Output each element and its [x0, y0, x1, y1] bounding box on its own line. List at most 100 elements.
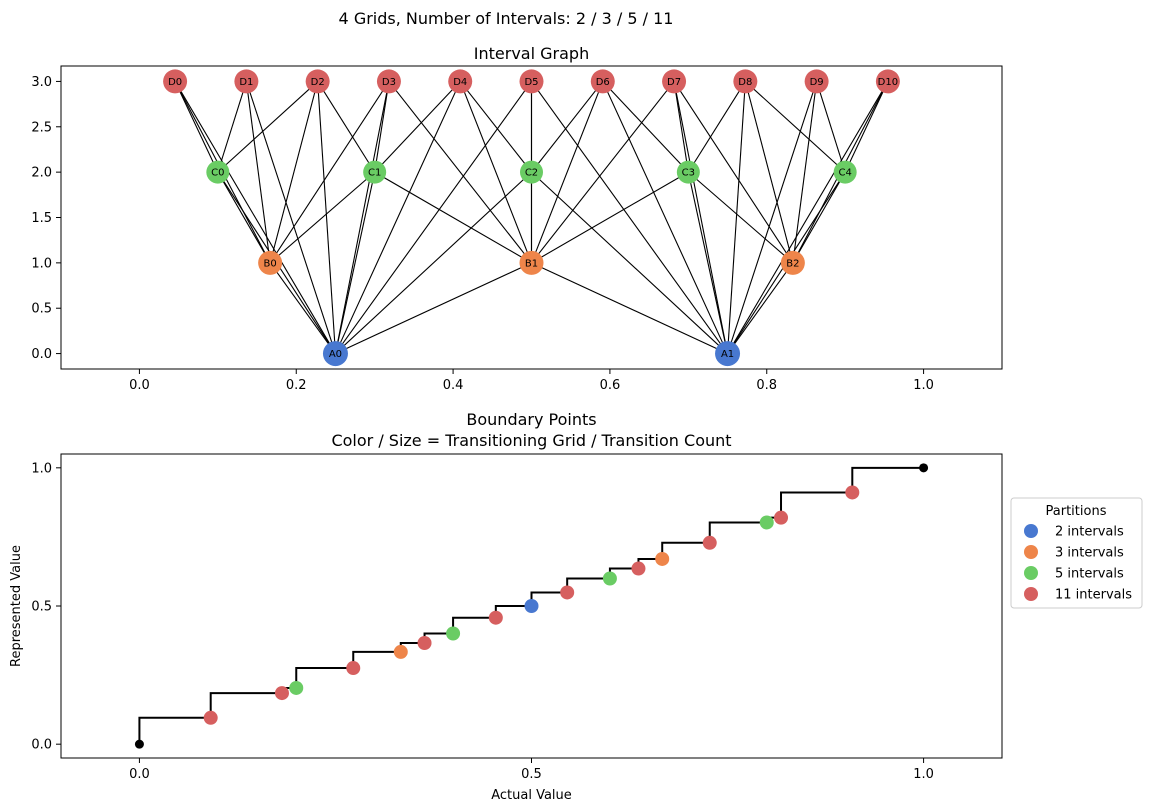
node-marker	[875, 69, 900, 94]
edge-B2-D7	[673, 81, 794, 264]
interval-graph-nodes: A0 A1 B0 B1 B2 C0 C1 C2 C3 C4 D0 D1 D2 D3 D4 D5 D6 D7 D8 D9…	[163, 69, 900, 367]
legend-label: 3 intervals	[1055, 546, 1124, 561]
edge-B1-C1	[374, 171, 532, 264]
node-label: D1	[239, 77, 253, 88]
y-tick-label: 1.5	[31, 211, 52, 226]
node-D4: D4	[448, 69, 473, 94]
node-label: B0	[264, 258, 277, 269]
node-marker	[206, 160, 230, 184]
edge-B0-D1	[245, 81, 271, 263]
node-marker	[322, 341, 348, 367]
edge-A0-D5	[335, 81, 532, 354]
boundary-point	[346, 661, 361, 676]
boundary-points-xlabel: Actual Value	[491, 788, 572, 803]
boundary-point	[702, 535, 717, 550]
y-tick-label: 1.0	[31, 256, 52, 271]
boundary-points-panel: Boundary Points Color / Size = Transitio…	[9, 410, 1143, 803]
node-label: D8	[738, 77, 752, 88]
node-D8: D8	[733, 69, 758, 94]
edge-A0-D4	[334, 81, 461, 354]
interval-graph-edges	[174, 81, 889, 355]
boundary-point	[274, 686, 289, 701]
node-label: B2	[786, 258, 799, 269]
partitions-legend: Partitions 2 intervals 3 intervals 5 inter…	[1010, 497, 1143, 609]
edge-B2-D9	[792, 81, 818, 263]
x-tick-label: 0.0	[129, 378, 150, 393]
node-label: D0	[168, 77, 182, 88]
node-label: D4	[453, 77, 467, 88]
node-label: B1	[525, 258, 538, 269]
edge-B0-D3	[269, 81, 390, 264]
boundary-point	[488, 610, 503, 625]
edge-C0-D0	[174, 81, 219, 173]
y-tick-label: 2.0	[31, 166, 52, 181]
legend-label: 5 intervals	[1055, 567, 1124, 582]
node-label: D6	[596, 77, 610, 88]
edge-B0-C0	[217, 171, 271, 264]
node-marker	[780, 250, 805, 275]
node-D7: D7	[662, 69, 687, 94]
node-D1: D1	[234, 69, 259, 94]
boundary-points-x-axis: 0.0 0.5 1.0	[129, 758, 934, 782]
edge-A0-D1	[245, 81, 336, 354]
boundary-point	[524, 599, 539, 613]
node-D9: D9	[804, 69, 829, 94]
node-marker	[363, 160, 387, 184]
edge-C4-D9	[816, 81, 846, 173]
node-C1: C1	[363, 160, 387, 184]
edge-A1-B2	[727, 262, 794, 354]
legend-frame	[1010, 497, 1143, 609]
node-marker	[376, 69, 401, 94]
edge-C2-D6	[531, 81, 604, 173]
edge-C3-D6	[602, 81, 689, 173]
edge-A1-B1	[531, 262, 728, 355]
x-tick-label: 0.2	[286, 378, 307, 393]
edge-B0-D2	[269, 81, 319, 263]
boundary-point	[446, 626, 461, 641]
interval-graph-x-axis: 0.0 0.2 0.4 0.6 0.8 1.0	[129, 369, 934, 393]
legend-entry: 5 intervals	[1024, 566, 1124, 582]
node-D10: D10	[875, 69, 900, 94]
edge-A1-D10	[727, 81, 889, 354]
edge-A0-C2	[335, 171, 532, 354]
node-marker	[163, 69, 188, 94]
node-label: A0	[329, 349, 342, 360]
edge-A0-D2	[317, 81, 337, 354]
node-A0: A0	[322, 341, 348, 367]
node-label: D3	[382, 77, 396, 88]
interval-graph-title: Interval Graph	[474, 44, 589, 63]
boundary-point	[631, 561, 646, 576]
node-marker	[662, 69, 687, 94]
node-marker	[590, 69, 615, 94]
node-marker	[258, 250, 283, 275]
y-tick-label: 0.0	[31, 738, 52, 753]
boundary-points-y-axis: 0.0 0.5 1.0	[31, 461, 61, 753]
edge-A1-C3	[687, 172, 729, 354]
node-marker	[305, 69, 330, 94]
x-tick-label: 1.0	[913, 378, 934, 393]
boundary-point	[393, 644, 408, 659]
legend-label: 2 intervals	[1055, 525, 1124, 540]
edge-C0-D1	[217, 81, 247, 173]
boundary-point	[560, 585, 575, 600]
interval-graph-panel: Interval Graph A0 A1 B0 B1 B2 C0 C1 C2 C3 C4 D0 D1 D…	[31, 44, 1003, 393]
node-D3: D3	[376, 69, 401, 94]
series-3-intervals	[393, 551, 670, 659]
boundary-points-markers	[134, 463, 929, 749]
y-tick-label: 0.5	[31, 302, 52, 317]
node-D6: D6	[590, 69, 615, 94]
node-B0: B0	[258, 250, 283, 275]
node-label: C1	[368, 168, 381, 179]
node-B1: B1	[519, 250, 544, 275]
legend-marker	[1024, 545, 1038, 559]
x-tick-label: 0.0	[129, 767, 150, 782]
x-tick-label: 0.6	[600, 378, 621, 393]
node-D2: D2	[305, 69, 330, 94]
node-label: D2	[311, 77, 325, 88]
interval-graph-y-axis: 0.0 0.5 1.0 1.5 2.0 2.5 3.0	[31, 75, 61, 362]
endpoint-marker	[919, 463, 929, 473]
edge-C3-D7	[673, 81, 689, 173]
edge-A0-B0	[269, 262, 336, 354]
edge-A1-C2	[531, 171, 728, 354]
edge-B0-C1	[269, 171, 376, 264]
